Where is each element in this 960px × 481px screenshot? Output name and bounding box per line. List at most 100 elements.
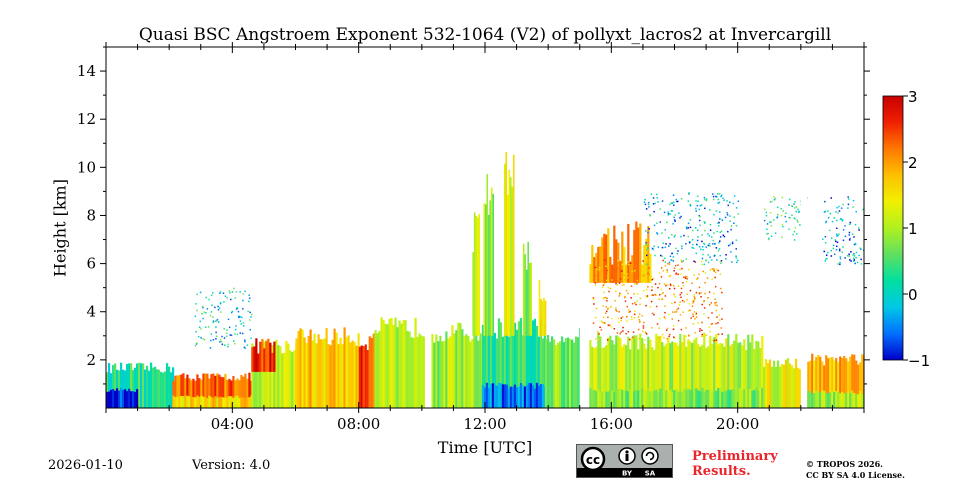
heatmap-cell [825, 220, 828, 223]
heatmap-cell [202, 338, 204, 340]
heatmap-cell [689, 204, 692, 207]
heatmap-cell [472, 252, 474, 336]
heatmap-cell [751, 334, 754, 408]
heatmap-cell [687, 339, 690, 408]
heatmap-cell [836, 206, 838, 209]
heatmap-cell [702, 249, 704, 251]
heatmap-cell [709, 330, 711, 333]
heatmap-cell [607, 228, 610, 283]
heatmap-cell [630, 316, 633, 318]
heatmap-cell [236, 306, 239, 309]
colorbar-tick-label: −1 [908, 352, 930, 370]
heatmap-cell [685, 242, 687, 245]
heatmap-cell [694, 318, 696, 320]
heatmap-cell [206, 308, 209, 310]
heatmap-cell [663, 316, 666, 318]
heatmap-cell [743, 339, 746, 408]
heatmap-cell [769, 201, 772, 203]
heatmap-cell [616, 310, 618, 312]
heatmap-cell [607, 337, 610, 408]
heatmap-cell [730, 225, 733, 227]
heatmap-cell [809, 390, 812, 408]
heatmap-cell [236, 333, 239, 336]
heatmap-cell [665, 243, 667, 245]
heatmap-cell [701, 263, 703, 266]
heatmap-cell [224, 373, 227, 408]
heatmap-cell [725, 338, 728, 408]
heatmap-cell [679, 294, 681, 296]
heatmap-cell [685, 226, 688, 228]
heatmap-cell [668, 313, 670, 316]
heatmap-cell [853, 393, 856, 408]
heatmap-cell [701, 257, 704, 260]
heatmap-cell [719, 218, 721, 220]
heatmap-cell [631, 255, 634, 283]
heatmap-cell [248, 300, 250, 303]
heatmap-cell [726, 214, 729, 216]
heatmap-cell [279, 346, 282, 408]
heatmap-cell [192, 378, 195, 408]
heatmap-cell [638, 313, 641, 315]
heatmap-cell [855, 210, 857, 213]
heatmap-cell [825, 254, 828, 256]
heatmap-cell [837, 263, 839, 265]
heatmap-cell [796, 367, 800, 408]
heatmap-cell [713, 339, 716, 342]
heatmap-cell [727, 230, 729, 233]
heatmap-cell [677, 273, 679, 276]
heatmap-cell [645, 304, 647, 307]
heatmap-cell [693, 295, 695, 298]
heatmap-cell [263, 341, 266, 408]
heatmap-cell [729, 215, 731, 217]
heatmap-cell [735, 248, 737, 250]
heatmap-cell [703, 242, 705, 245]
heatmap-cell [416, 336, 419, 408]
heatmap-cell [697, 390, 700, 408]
heatmap-cell [374, 330, 377, 408]
heatmap-cell [638, 318, 641, 321]
heatmap-cell [593, 303, 595, 305]
heatmap-cell [836, 235, 838, 237]
heatmap-cell [499, 322, 503, 408]
heatmap-cell [481, 384, 485, 408]
heatmap-cell [593, 298, 595, 300]
heatmap-cell [402, 320, 405, 408]
heatmap-cell [718, 193, 721, 195]
heatmap-cell [727, 334, 730, 408]
heatmap-cell [662, 336, 665, 339]
heatmap-cell [631, 337, 634, 408]
heatmap-cell [807, 361, 810, 408]
heatmap-cell [511, 318, 515, 408]
heatmap-cell [711, 391, 714, 408]
heatmap-cell [569, 338, 572, 408]
heatmap-cell [715, 247, 718, 249]
heatmap-cell [370, 337, 373, 408]
heatmap-cell [539, 318, 543, 408]
heatmap-cell [505, 324, 509, 408]
heatmap-cell [723, 391, 726, 408]
heatmap-cell [619, 293, 622, 296]
heatmap-cell [597, 331, 599, 333]
heatmap-cell [206, 398, 209, 408]
heatmap-cell [788, 204, 790, 206]
heatmap-cell [861, 394, 864, 408]
heatmap-cell [597, 389, 600, 408]
heatmap-cell [240, 323, 242, 325]
heatmap-cell [731, 261, 733, 263]
heatmap-cell [644, 198, 646, 201]
heatmap-cell [669, 274, 672, 277]
heatmap-cell [673, 204, 675, 206]
heatmap-cell [269, 342, 272, 372]
heatmap-cell [241, 316, 243, 319]
heatmap-cell [188, 396, 191, 408]
heatmap-cell [192, 396, 195, 408]
heatmap-cell [709, 245, 711, 247]
heatmap-cell [210, 339, 212, 342]
heatmap-cell [727, 204, 730, 207]
heatmap-cell [164, 371, 167, 408]
heatmap-cell [777, 213, 779, 216]
heatmap-cell [823, 211, 826, 213]
heatmap-cell [712, 339, 714, 341]
heatmap-cell [837, 392, 840, 408]
